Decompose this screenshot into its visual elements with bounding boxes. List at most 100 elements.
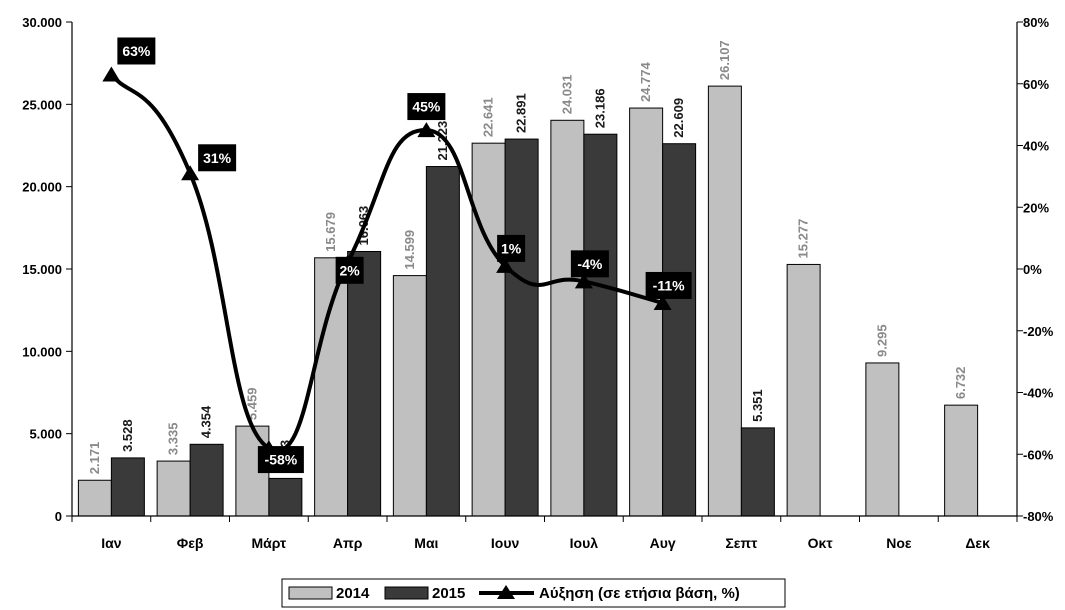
- x-category-label: Ιουλ: [570, 535, 599, 551]
- y-left-tick-label: 0: [55, 509, 62, 524]
- data-label-2015: 5.351: [750, 389, 765, 422]
- bars-2015: [110, 133, 775, 517]
- bar-2014: [392, 275, 427, 517]
- growth-label: 45%: [412, 99, 441, 115]
- bar-2015: [425, 166, 460, 517]
- bar-2014: [629, 107, 664, 517]
- bar-2015: [347, 250, 382, 517]
- y-right-tick-label: 60%: [1023, 77, 1049, 92]
- bar-2015: [583, 133, 618, 517]
- growth-label-box: [407, 93, 446, 121]
- growth-label-box: [497, 234, 526, 262]
- data-label-2014: 22.641: [481, 97, 496, 137]
- data-label-2014: 15.679: [323, 212, 338, 252]
- data-label-2014: 24.774: [638, 62, 653, 103]
- x-category-label: Οκτ: [808, 535, 834, 551]
- y-right-tick-label: -20%: [1023, 324, 1054, 339]
- y-left-tick-label: 20.000: [22, 180, 62, 195]
- x-category-label: Ιαν: [101, 535, 121, 551]
- legend-swatch-2015: [384, 586, 429, 600]
- data-label-2014: 14.599: [402, 230, 417, 270]
- bar-2014: [314, 257, 349, 517]
- legend-label-2014: 2014: [336, 585, 370, 602]
- bar-2014: [786, 263, 821, 517]
- bar-2014: [944, 404, 979, 517]
- growth-triangle-marker: [653, 294, 672, 310]
- data-label-2014: 26.107: [717, 40, 732, 80]
- bar-2015: [740, 427, 775, 517]
- x-category-label: Νοε: [886, 535, 912, 551]
- growth-label: -11%: [653, 277, 685, 293]
- bar-2014: [550, 119, 585, 517]
- data-label-2014: 9.295: [874, 324, 889, 357]
- data-label-2014: 2.171: [87, 442, 102, 475]
- growth-triangle-marker: [102, 66, 121, 82]
- bar-2014: [707, 85, 742, 517]
- x-category-label: Αυγ: [650, 535, 676, 551]
- y-left-tick-label: 15.000: [22, 262, 62, 277]
- bar-2014: [865, 362, 900, 517]
- x-category-label: Μαι: [414, 535, 438, 551]
- bar-2015: [189, 443, 224, 517]
- legend-label-2015: 2015: [432, 585, 465, 602]
- growth-line: [109, 73, 664, 453]
- x-category-label: Μάρτ: [251, 535, 287, 551]
- growth-triangle-marker: [417, 122, 436, 138]
- growth-label-box: [117, 37, 156, 65]
- data-label-2015: 4.354: [199, 405, 214, 438]
- y-right-tick-label: -60%: [1023, 447, 1054, 462]
- data-label-2014: 3.335: [166, 423, 181, 456]
- bar-2015: [110, 457, 145, 517]
- axes: 0 5.000 10.000 15.000 20.000 25.000 30.000 -80%…: [22, 15, 1054, 551]
- data-label-2015: 21.223: [435, 121, 450, 161]
- bar-2014: [156, 460, 191, 517]
- growth-label-box: [257, 446, 304, 474]
- bar-2015: [662, 143, 697, 517]
- growth-label: 1%: [501, 240, 522, 256]
- legend-swatch-2014: [288, 586, 333, 600]
- legend-label-growth: Αύξηση (σε ετήσια βάση, %): [539, 585, 740, 602]
- growth-label-box: [645, 271, 692, 299]
- growth-label-box: [335, 256, 364, 284]
- growth-triangle-marker: [496, 257, 515, 273]
- growth-label: -58%: [265, 452, 298, 468]
- growth-label-box: [570, 250, 609, 278]
- x-category-label: Φεβ: [177, 535, 204, 551]
- legend-triangle-marker-icon: [497, 585, 515, 599]
- data-label-2015: 22.609: [671, 98, 686, 138]
- data-label-2014: 24.031: [559, 75, 574, 115]
- bar-2014: [77, 479, 112, 517]
- data-label-2015: 3.528: [120, 419, 135, 452]
- y-left-tick-label: 5.000: [29, 427, 62, 442]
- y-left-tick-label: 10.000: [22, 344, 62, 359]
- data-label-2014: 6.732: [953, 367, 968, 400]
- y-right-tick-label: 20%: [1023, 200, 1049, 215]
- growth-label: 2%: [340, 262, 361, 278]
- growth-line-series: 63% 31% -58% 2% 45% 1% -4% -11%: [102, 37, 692, 474]
- bar-2015: [504, 138, 539, 517]
- y-right-tick-label: 40%: [1023, 139, 1049, 154]
- y-left-tick-label: 25.000: [22, 97, 62, 112]
- growth-label: 63%: [122, 43, 151, 59]
- growth-label-box: [198, 144, 237, 172]
- x-category-label: Ιουν: [491, 535, 520, 551]
- growth-label: 31%: [203, 150, 232, 166]
- data-label-2015: 23.186: [592, 88, 607, 128]
- growth-label: -4%: [577, 256, 602, 272]
- x-category-label: Απρ: [333, 535, 363, 551]
- bar-2015: [268, 477, 303, 517]
- data-label-2014: 15.277: [796, 219, 811, 259]
- growth-triangle-marker: [574, 273, 593, 289]
- y-right-tick-label: 0%: [1023, 262, 1042, 277]
- y-left-tick-label: 30.000: [22, 15, 62, 30]
- legend: 2014 2015 Αύξηση (σε ετήσια βάση, %): [281, 578, 786, 608]
- data-label-2015: 22.891: [514, 93, 529, 133]
- x-category-label: Σεπτ: [725, 535, 758, 551]
- growth-triangle-marker: [181, 165, 200, 181]
- y-right-tick-label: 80%: [1023, 15, 1049, 30]
- bar-2014: [471, 142, 506, 517]
- y-right-tick-label: -40%: [1023, 386, 1054, 401]
- y-right-tick-label: -80%: [1023, 509, 1054, 524]
